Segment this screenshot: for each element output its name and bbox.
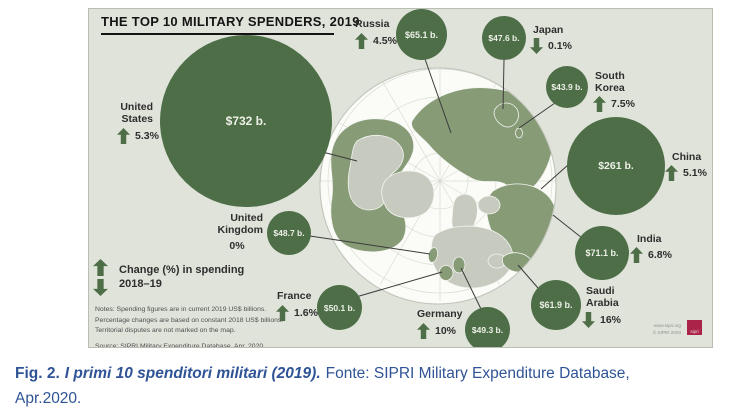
up-arrow-icon (417, 323, 430, 339)
change-france: 1.6% (276, 305, 318, 321)
land-germany (452, 256, 466, 274)
country-label-germany: Germany (417, 308, 463, 320)
source-text: Source: SIPRI Military Expenditure Datab… (95, 342, 266, 348)
country-label-china: China (672, 151, 702, 163)
land-greenland (381, 170, 435, 219)
change-value: 10% (435, 325, 457, 337)
caption-line-2: Apr.2020. (15, 389, 82, 407)
change-value: 0% (229, 240, 245, 252)
spend-value: $732 b. (225, 114, 267, 128)
spend-value: $43.9 b. (551, 82, 583, 92)
caption-fig-label: Fig. 2. (15, 365, 60, 382)
figure-title: THE TOP 10 MILITARY SPENDERS, 2019 (101, 14, 360, 29)
country-label-russia: Russia (355, 18, 390, 30)
change-russia: 4.5% (355, 33, 397, 49)
spend-value: $61.9 b. (539, 300, 573, 310)
change-value: 0.1% (548, 40, 572, 52)
change-value: 7.5% (611, 98, 635, 110)
spend-value: $71.1 b. (585, 248, 619, 258)
sipri-logo: sipri (687, 320, 702, 335)
infographic-panel: THE TOP 10 MILITARY SPENDERS, 2019 $732 … (88, 8, 713, 348)
change-value: 4.5% (373, 35, 397, 47)
up-arrow-icon (665, 165, 678, 181)
spend-bubble-france: $50.1 b. (317, 285, 362, 330)
country-label-saudi-arabia: Saudi Arabia (586, 285, 619, 309)
sipri-copyright: © SIPRI 2020 (652, 329, 681, 335)
land-japan (493, 102, 519, 128)
land-central-asia (477, 195, 501, 215)
title-underline (101, 33, 334, 35)
land-france (438, 265, 454, 281)
spend-value: $47.6 b. (488, 33, 520, 43)
spend-bubble-saudi-arabia: $61.9 b. (531, 280, 581, 330)
legend-down-arrow-icon (93, 279, 108, 296)
up-arrow-icon (630, 247, 643, 263)
down-arrow-icon (530, 38, 543, 54)
country-label-india: India (637, 233, 662, 245)
change-value: 5.1% (683, 167, 707, 179)
spend-bubble-united-kingdom: $48.7 b. (267, 211, 311, 255)
spend-bubble-china: $261 b. (567, 117, 665, 215)
spend-value: $48.7 b. (273, 228, 305, 238)
sipri-footer-text: www.sipri.org © SIPRI 2020 (629, 323, 681, 337)
change-japan: 0.1% (530, 38, 572, 54)
land-south-korea (515, 127, 523, 139)
up-arrow-icon (355, 33, 368, 49)
change-value: 16% (600, 314, 622, 326)
change-germany: 10% (417, 323, 456, 339)
change-india: 6.8% (630, 247, 672, 263)
change-united-states: 5.3% (117, 128, 159, 144)
spend-bubble-japan: $47.6 b. (482, 16, 526, 60)
spend-value: $49.3 b. (471, 324, 504, 335)
country-label-south-korea: South Korea (595, 70, 625, 94)
up-arrow-icon (117, 128, 130, 144)
caption-line-1: Fig. 2. I primi 10 spenditori militari (2… (15, 362, 720, 387)
change-saudi-arabia: 16% (582, 312, 621, 328)
country-label-japan: Japan (533, 24, 564, 36)
change-value: 1.6% (294, 307, 318, 319)
legend-arrows (93, 259, 108, 296)
caption-source: Fonte: SIPRI Military Expenditure Databa… (325, 365, 630, 382)
change-china: 5.1% (665, 165, 707, 181)
change-united-kingdom: 0% (217, 240, 257, 252)
up-arrow-icon (593, 96, 606, 112)
legend-label: Change (%) in spending 2018–19 (119, 264, 245, 290)
change-value: 5.3% (135, 130, 159, 142)
down-arrow-icon (582, 312, 595, 328)
notes-text: Notes: Spending figures are in current 2… (95, 305, 283, 348)
country-label-france: France (277, 290, 312, 302)
change-south-korea: 7.5% (593, 96, 635, 112)
country-label-united-states: United States (120, 101, 153, 125)
change-value: 6.8% (648, 249, 672, 261)
spend-bubble-united-states: $732 b. (160, 35, 332, 207)
spend-bubble-germany: $49.3 b. (465, 307, 510, 347)
spend-value: $65.1 b. (404, 29, 439, 40)
spend-bubble-russia: $65.1 b. (396, 9, 447, 60)
spend-bubble-south-korea: $43.9 b. (546, 66, 588, 108)
country-label-united-kingdom: United Kingdom (217, 212, 264, 236)
figure-caption: Fig. 2. I primi 10 spenditori militari (2… (15, 362, 720, 412)
globe-map (309, 58, 583, 310)
sipri-website: www.sipri.org (653, 323, 681, 328)
spend-value: $261 b. (598, 160, 634, 172)
caption-title: I primi 10 spenditori militari (2019). (64, 365, 321, 382)
legend-up-arrow-icon (93, 259, 108, 276)
spend-bubble-india: $71.1 b. (575, 226, 629, 280)
spend-value: $50.1 b. (323, 302, 356, 313)
